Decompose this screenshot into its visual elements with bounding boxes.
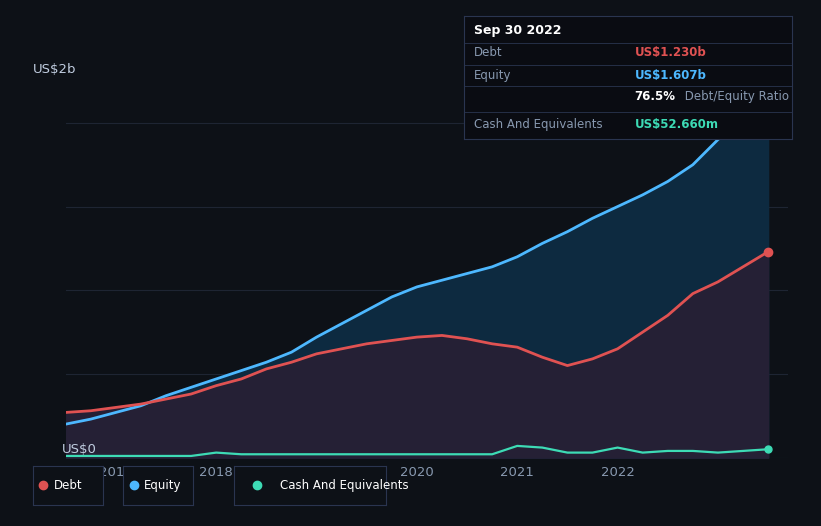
Text: US$1.607b: US$1.607b [635,68,707,82]
Text: US$2b: US$2b [33,63,76,76]
Text: Cash And Equivalents: Cash And Equivalents [279,479,408,492]
Text: Equity: Equity [474,68,511,82]
Text: 76.5%: 76.5% [635,89,676,103]
Text: US$1.230b: US$1.230b [635,46,706,59]
Text: Debt/Equity Ratio: Debt/Equity Ratio [681,89,789,103]
Text: Equity: Equity [144,479,181,492]
Text: US$52.660m: US$52.660m [635,118,718,131]
Text: Cash And Equivalents: Cash And Equivalents [474,118,603,131]
Text: Sep 30 2022: Sep 30 2022 [474,24,562,37]
Text: US$0: US$0 [62,443,97,456]
Text: Debt: Debt [54,479,82,492]
Text: Debt: Debt [474,46,502,59]
